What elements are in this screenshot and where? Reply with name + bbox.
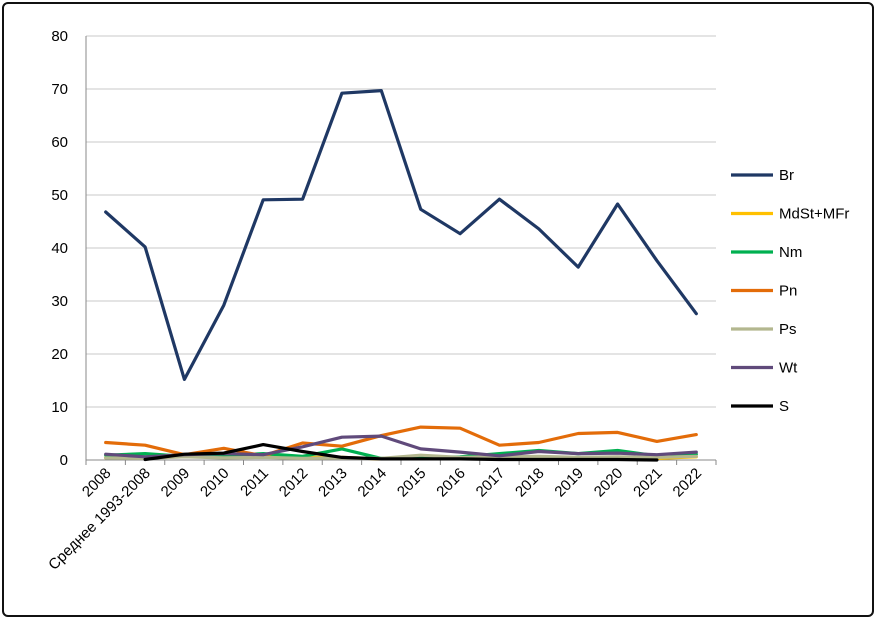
x-axis — [85, 36, 717, 465]
y-tick-label: 30 — [51, 293, 68, 310]
x-tick-label: 2013 — [315, 465, 351, 501]
x-tick-label: 2014 — [355, 465, 391, 501]
x-tick-label: 2008 — [79, 465, 115, 501]
y-tick-label: 10 — [51, 399, 68, 416]
x-tick-label: 2011 — [237, 465, 272, 500]
x-tick-label: 2009 — [158, 465, 194, 501]
legend-label: Pn — [779, 283, 797, 300]
legend-label: Ps — [779, 321, 797, 338]
series-line-br — [104, 89, 698, 381]
y-tick-label: 80 — [51, 28, 68, 45]
legend-label: MdSt+MFr — [779, 206, 849, 223]
series-line-pn — [104, 425, 698, 458]
series-line-ps — [104, 453, 698, 460]
y-tick-label: 60 — [51, 134, 68, 151]
x-tick-label: 2017 — [473, 465, 509, 501]
x-tick-label: 2012 — [276, 465, 312, 501]
y-axis-ticks: 0 10 20 30 40 50 60 70 80 — [51, 28, 68, 469]
x-tick-label: 2010 — [197, 465, 233, 501]
legend: Br MdSt+MFr Nm Pn Ps Wt S — [731, 167, 849, 415]
gridlines — [86, 35, 716, 408]
y-tick-label: 70 — [51, 81, 68, 98]
y-tick-label: 0 — [60, 452, 68, 469]
x-tick-label: 2019 — [551, 465, 587, 501]
x-tick-label: 2021 — [630, 465, 666, 501]
legend-label: Wt — [779, 360, 798, 377]
series-lines — [104, 89, 698, 462]
x-tick-label: 2022 — [670, 465, 706, 501]
x-tick-label: 2016 — [433, 465, 469, 501]
legend-label: Nm — [779, 244, 802, 261]
legend-label: S — [779, 398, 789, 415]
x-tick-label: 2015 — [394, 465, 430, 501]
y-tick-label: 20 — [51, 346, 68, 363]
y-tick-label: 50 — [51, 187, 68, 204]
legend-label: Br — [779, 167, 794, 184]
series-line-s — [143, 443, 659, 462]
x-tick-label: 2020 — [591, 465, 627, 501]
y-tick-label: 40 — [51, 240, 68, 257]
x-tick-label: 2018 — [512, 465, 548, 501]
